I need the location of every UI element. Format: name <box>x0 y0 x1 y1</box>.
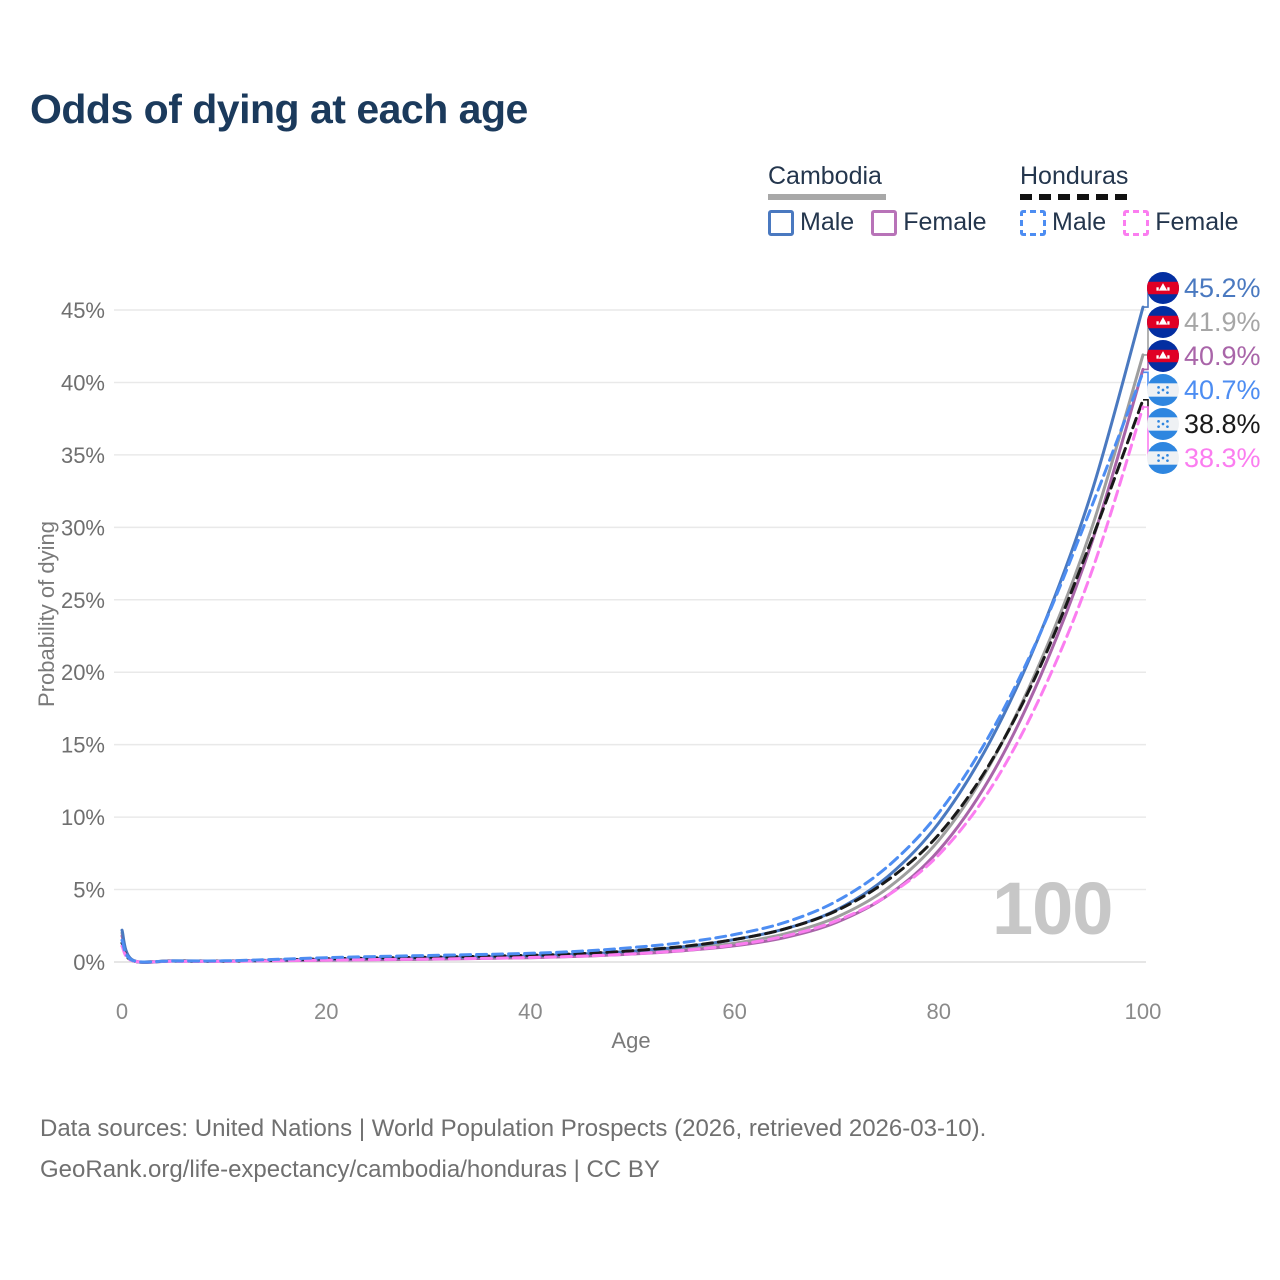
y-tick-label: 25% <box>61 588 105 613</box>
cambodia-male-swatch-icon <box>768 209 794 236</box>
legend-group-cambodia: Cambodia Male Female <box>768 162 987 237</box>
legend-item-cambodia-female[interactable]: Female <box>871 208 987 237</box>
end-value: 41.9% <box>1184 307 1261 337</box>
series-line-honduras-male[interactable] <box>120 370 1145 964</box>
y-axis-title: Probability of dying <box>34 521 59 707</box>
y-tick-label: 15% <box>61 733 105 758</box>
x-tick-label: 80 <box>927 999 951 1024</box>
data-sources-text: Data sources: United Nations | World Pop… <box>40 1115 987 1142</box>
y-tick-label: 0% <box>73 950 105 975</box>
x-tick-label: 60 <box>722 999 746 1024</box>
legend-item-honduras-female[interactable]: Female <box>1123 208 1239 237</box>
end-label-cambodia-male: 45.2% <box>1147 272 1261 304</box>
x-axis-title: Age <box>611 1028 651 1053</box>
x-tick-label: 20 <box>314 999 338 1024</box>
cambodia-line-style-swatch <box>768 194 886 200</box>
legend-label: Female <box>1155 208 1239 236</box>
y-tick-label: 35% <box>61 443 105 468</box>
cambodia-flag-icon <box>1147 306 1179 338</box>
end-value: 45.2% <box>1184 273 1261 303</box>
series-line-cambodia-both[interactable] <box>120 353 1145 964</box>
page-title: Odds of dying at each age <box>30 86 528 132</box>
legend-item-honduras-male[interactable]: Male <box>1020 208 1106 237</box>
end-label-honduras-both: 38.8% <box>1147 408 1261 440</box>
y-tick-label: 20% <box>61 660 105 685</box>
legend-label: Male <box>1052 208 1107 236</box>
honduras-flag-icon <box>1147 442 1179 474</box>
y-tick-label: 40% <box>61 370 105 395</box>
end-label-honduras-female: 38.3% <box>1147 442 1261 474</box>
x-tick-label: 0 <box>116 999 128 1024</box>
cambodia-flag-icon <box>1147 340 1179 372</box>
legend-item-cambodia-male[interactable]: Male <box>768 208 854 237</box>
series-line-honduras-female[interactable] <box>120 405 1145 964</box>
series-line-honduras-both[interactable] <box>120 398 1145 964</box>
y-tick-label: 10% <box>61 805 105 830</box>
honduras-female-swatch-icon <box>1123 209 1150 236</box>
legend-group-honduras: Honduras Male Female <box>1020 162 1239 237</box>
end-value: 40.9% <box>1184 341 1261 371</box>
end-value: 38.3% <box>1184 443 1261 473</box>
cambodia-flag-icon <box>1147 272 1179 304</box>
y-tick-label: 5% <box>73 878 105 903</box>
legend-country-cambodia[interactable]: Cambodia <box>768 162 882 190</box>
end-label-cambodia-female: 40.9% <box>1147 340 1261 372</box>
footer: Data sources: United Nations | World Pop… <box>40 1108 986 1190</box>
end-label-cambodia-both: 41.9% <box>1147 306 1261 338</box>
honduras-flag-icon <box>1147 408 1179 440</box>
attribution-link[interactable]: GeoRank.org/life-expectancy/cambodia/hon… <box>40 1156 660 1183</box>
watermark-age-100: 100 <box>992 867 1113 950</box>
end-value: 40.7% <box>1184 375 1261 405</box>
end-label-honduras-male: 40.7% <box>1147 374 1261 406</box>
y-tick-label: 45% <box>61 298 105 323</box>
honduras-line-style-swatch <box>1020 194 1133 200</box>
x-tick-label: 40 <box>518 999 542 1024</box>
legend-country-honduras[interactable]: Honduras <box>1020 162 1129 190</box>
honduras-flag-icon <box>1147 374 1179 406</box>
honduras-male-swatch-icon <box>1020 209 1046 236</box>
series-line-cambodia-female[interactable] <box>120 367 1145 964</box>
x-tick-label: 100 <box>1125 999 1162 1024</box>
series-line-cambodia-male[interactable] <box>120 305 1145 964</box>
end-value: 38.8% <box>1184 409 1261 439</box>
cambodia-female-swatch-icon <box>871 209 898 236</box>
y-tick-label: 30% <box>61 515 105 540</box>
legend-label: Male <box>800 208 855 236</box>
legend-label: Female <box>903 208 987 236</box>
